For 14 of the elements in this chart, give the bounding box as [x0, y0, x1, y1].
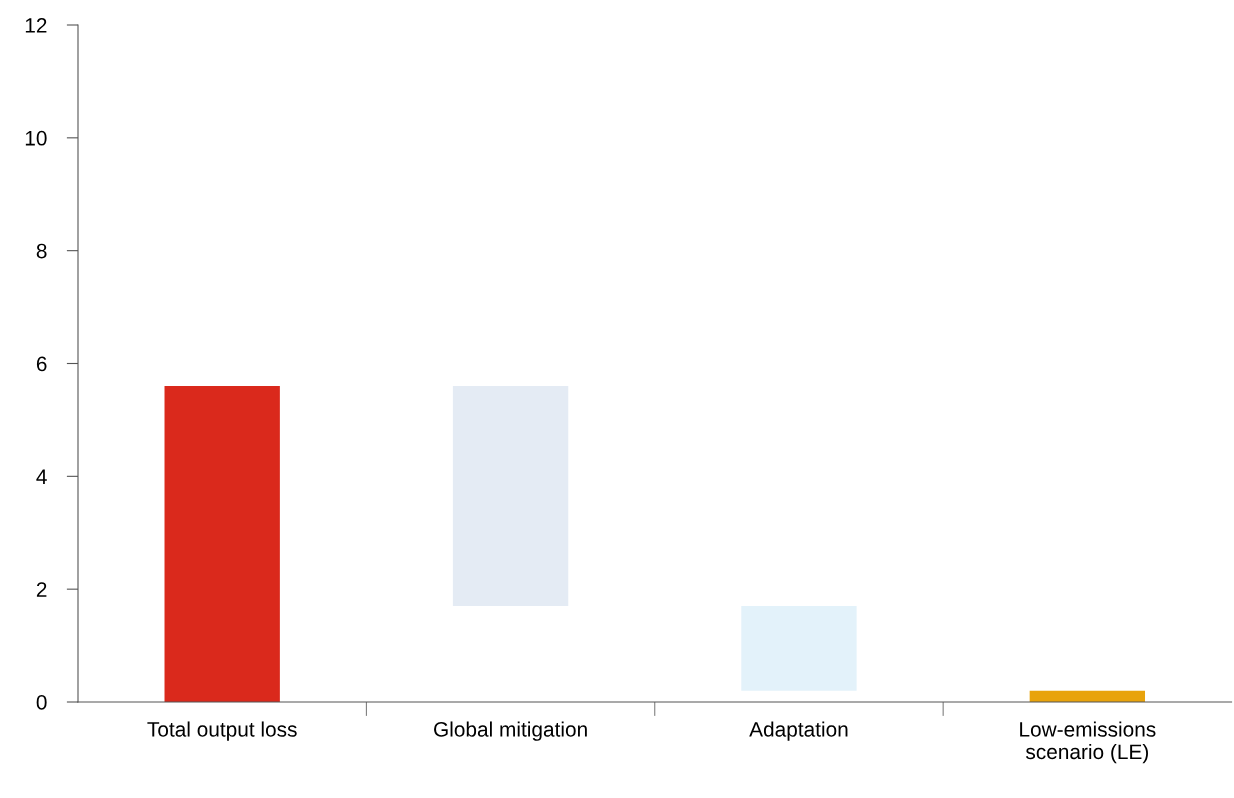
y-tick-label: 0: [36, 695, 47, 710]
y-tick-label: 8: [36, 243, 47, 259]
y-tick-label: 12: [25, 18, 47, 33]
x-tick-label: Global mitigation: [434, 721, 587, 741]
y-tick-label: 4: [36, 469, 47, 484]
bar: [452, 386, 569, 607]
y-tick-label: 10: [25, 130, 47, 146]
bar: [741, 606, 857, 691]
x-tick-label: Total output loss: [147, 721, 297, 741]
y-tick-label: 2: [36, 582, 47, 597]
x-tick-label: Low-emissions scenario (LE): [1020, 721, 1156, 764]
bar: [164, 386, 280, 702]
y-tick-label: 6: [36, 356, 47, 372]
x-tick-label: Adaptation: [749, 721, 848, 741]
